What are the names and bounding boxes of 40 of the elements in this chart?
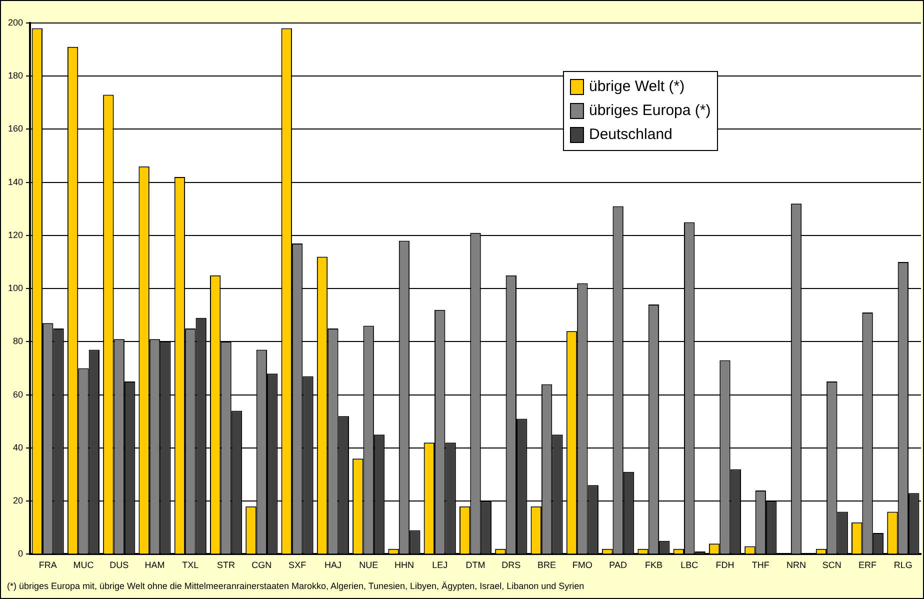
x-tick-label: SCN [822,560,842,570]
legend-label: Deutschland [589,125,672,145]
x-tick-label: HAJ [324,560,342,570]
x-tick-label: DUS [110,560,129,570]
x-tick-label: SXF [288,560,307,570]
x-tick-label: RLG [894,560,912,570]
y-tick-label: 120 [8,230,24,240]
y-tick-label: 160 [8,124,24,134]
legend-label: übriges Europa (*) [589,101,711,121]
text: (*) übriges Europa mit, übrige Welt ohne die Mittelmeeranrainerstaaten Marokko, Algerien, Tunesien, Libyen, Ägypten, Israel, Libanon und Syrien [7,581,584,591]
x-tick-label: FMO [572,560,592,570]
y-tick-label: 100 [8,283,24,294]
x-tick-label: LBC [680,560,699,570]
y-tick-label: 40 [13,442,24,452]
x-tick-label: NRN [786,560,806,570]
x-tick-label: FRA [38,560,57,570]
y-tick-label: 200 [8,17,24,28]
legend-label: übrige Welt (*) [589,77,685,97]
y-tick-label: 140 [8,176,24,187]
x-tick-label: FKB [644,560,662,570]
y-tick-label: 0 [18,548,24,559]
x-tick-label: BRE [538,560,556,570]
x-tick-label: DTM [466,560,486,570]
x-tick-label: HHN [394,560,414,570]
x-tick-label: TXL [182,560,199,570]
x-tick-label: DRS [502,560,521,570]
x-tick-label: NUE [359,560,378,570]
y-tick-label: 80 [13,336,24,346]
y-tick-label: 180 [8,70,24,81]
x-tick-label: ERF [858,560,878,570]
x-tick-label: MUC [73,560,94,570]
y-tick-label: 60 [13,389,24,400]
x-tick-label: HAM [144,560,165,570]
x-tick-label: FDH [716,560,734,570]
x-tick-label: LEJ [432,560,448,570]
x-tick-label: THF [752,560,770,570]
x-tick-label: PAD [609,560,628,570]
x-tick-label: STR [217,560,236,570]
y-tick-label: 20 [13,496,24,506]
x-tick-label: CGN [252,560,272,570]
